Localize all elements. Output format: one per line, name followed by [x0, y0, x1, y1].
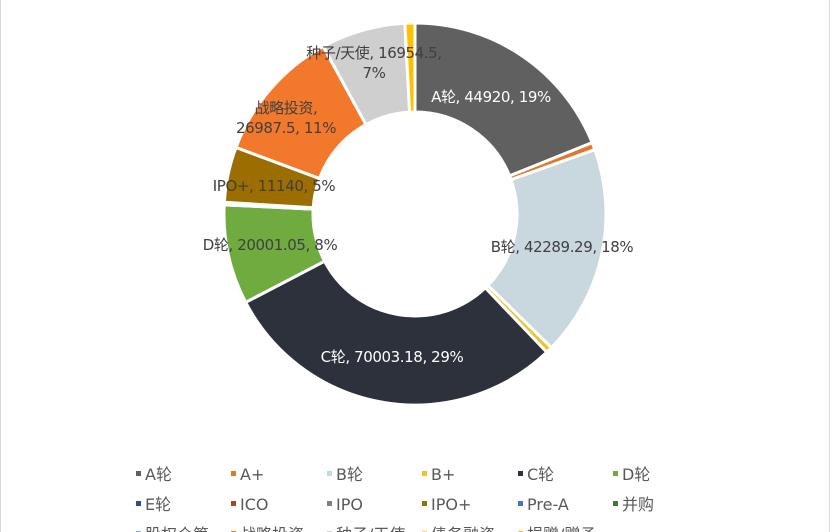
- legend-item-捐赠/赠予: 捐赠/赠予: [518, 525, 596, 532]
- legend-swatch: [613, 471, 618, 476]
- legend-item-B+: B+: [422, 465, 455, 484]
- legend-item-并购: 并购: [613, 495, 654, 514]
- legend-item-D轮: D轮: [613, 465, 650, 484]
- legend-swatch: [327, 501, 332, 506]
- legend-item-IPO: IPO: [327, 495, 363, 514]
- legend-swatch: [613, 501, 618, 506]
- slice-labels: A轮, 44920, 19% B轮, 42289.29, 18% C轮, 70003…: [203, 44, 634, 366]
- legend-item-债务融资: 债务融资: [422, 525, 495, 532]
- legend-label: 捐赠/赠予: [527, 525, 596, 532]
- legend-label: C轮: [527, 465, 554, 484]
- legend-item-战略投资: 战略投资: [231, 525, 304, 532]
- legend-item-Pre-A: Pre-A: [518, 495, 569, 514]
- legend-item-种子/天使: 种子/天使: [327, 525, 405, 532]
- legend-label: 并购: [622, 495, 654, 514]
- slice-C轮: [244, 259, 549, 407]
- slice-A轮: [413, 21, 594, 178]
- legend-item-ICO: ICO: [231, 495, 268, 514]
- legend-label: E轮: [145, 495, 171, 514]
- legend-swatch: [231, 501, 236, 506]
- legend-item-C轮: C轮: [518, 465, 554, 484]
- legend-swatch: [136, 471, 141, 476]
- data-label-战略投资: 战略投资, 26987.5, 11%: [236, 99, 336, 137]
- legend-swatch: [136, 501, 141, 506]
- legend-label: D轮: [622, 465, 650, 484]
- data-label-D轮: D轮, 20001.05, 8%: [203, 236, 338, 254]
- legend-label: IPO: [336, 495, 363, 514]
- legend-swatch: [422, 471, 427, 476]
- data-label-A轮: A轮, 44920, 19%: [431, 88, 551, 106]
- legend-swatch: [422, 501, 427, 506]
- legend-swatch: [327, 471, 332, 476]
- legend-label: B轮: [336, 465, 363, 484]
- data-label-IPO+: IPO+, 11140, 5%: [213, 177, 336, 195]
- legend-label: 战略投资: [240, 525, 304, 532]
- legend-label: 债务融资: [431, 525, 495, 532]
- legend-swatch: [231, 471, 236, 476]
- legend-label: 种子/天使: [336, 525, 405, 532]
- legend-label: 股权众筹: [145, 525, 209, 532]
- legend-item-B轮: B轮: [327, 465, 363, 484]
- slice-捐赠/赠予: [403, 21, 417, 114]
- legend-swatch: [518, 471, 523, 476]
- legend-label: IPO+: [431, 495, 471, 514]
- legend-label: A+: [240, 465, 264, 484]
- data-label-C轮: C轮, 70003.18, 29%: [321, 348, 464, 366]
- slice-B轮: [486, 148, 608, 350]
- legend-swatch: [518, 501, 523, 506]
- data-label-种子/天使: 种子/天使, 16954.5, 7%: [306, 44, 441, 82]
- legend-item-A+: A+: [231, 465, 264, 484]
- data-label-B轮: B轮, 42289.29, 18%: [491, 238, 634, 256]
- legend-label: ICO: [240, 495, 268, 514]
- legend-item-股权众筹: 股权众筹: [136, 525, 209, 532]
- legend-label: A轮: [145, 465, 172, 484]
- donut-slices: [222, 21, 608, 407]
- legend-label: Pre-A: [527, 495, 569, 514]
- legend-item-E轮: E轮: [136, 495, 171, 514]
- legend-item-A轮: A轮: [136, 465, 172, 484]
- legend-label: B+: [431, 465, 455, 484]
- legend-item-IPO+: IPO+: [422, 495, 471, 514]
- legend: A轮 A+ B轮 B+ C轮 D轮 E轮 ICO IPO IPO+ Pre-A 并购股权众筹 战略投资 种…: [136, 465, 654, 532]
